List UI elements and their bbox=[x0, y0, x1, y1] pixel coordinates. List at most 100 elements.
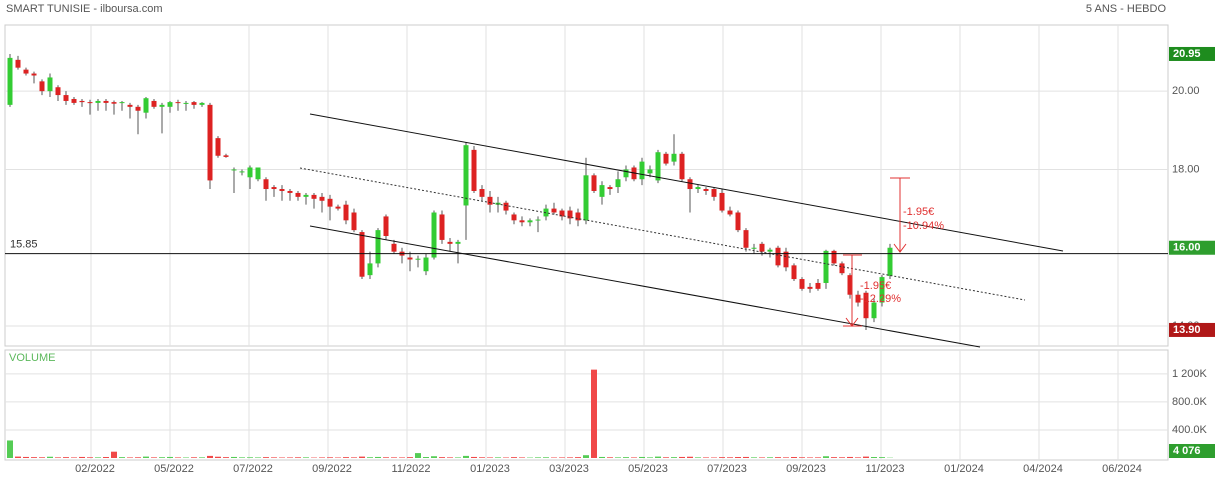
candle-body bbox=[215, 138, 221, 156]
price-panel bbox=[4, 24, 1169, 347]
volume-bar bbox=[207, 455, 213, 458]
candle-body bbox=[743, 230, 749, 248]
candle-body bbox=[319, 196, 325, 201]
candle-body bbox=[167, 102, 173, 107]
candle-body bbox=[143, 98, 149, 113]
candle-body bbox=[583, 175, 589, 221]
volume-bar bbox=[255, 457, 261, 458]
volume-label: 4 076 bbox=[1173, 445, 1201, 457]
candle-body bbox=[127, 104, 133, 107]
candle-body bbox=[47, 77, 53, 92]
candle-body bbox=[671, 153, 677, 162]
candle-body bbox=[343, 204, 349, 221]
candle-body bbox=[63, 95, 69, 101]
candle-body bbox=[407, 257, 413, 260]
candle-body bbox=[327, 198, 333, 207]
annotation: -10.94% bbox=[903, 220, 944, 232]
volume-bar bbox=[583, 455, 589, 458]
candle-body bbox=[423, 257, 429, 272]
volume-bar bbox=[519, 457, 525, 458]
volume-bar bbox=[263, 457, 269, 458]
candle-body bbox=[39, 81, 45, 92]
candle-body bbox=[415, 258, 421, 260]
volume-bar bbox=[47, 456, 53, 458]
volume-bar bbox=[479, 457, 485, 458]
volume-bar bbox=[575, 457, 581, 458]
candle-body bbox=[391, 243, 397, 252]
candle-body bbox=[95, 100, 101, 103]
volume-bar bbox=[271, 457, 277, 458]
volume-bar bbox=[375, 456, 381, 458]
volume-bar bbox=[447, 457, 453, 458]
candle-body bbox=[255, 167, 261, 180]
volume-bar bbox=[679, 456, 685, 458]
volume-bar bbox=[879, 457, 885, 458]
volume-bar bbox=[799, 457, 805, 458]
candle-body bbox=[591, 175, 597, 191]
volume-bar bbox=[607, 457, 613, 458]
volume-bar bbox=[727, 457, 733, 458]
candle-body bbox=[15, 59, 21, 68]
candle-body bbox=[55, 87, 61, 96]
volume-bar bbox=[231, 456, 237, 458]
volume-bar bbox=[839, 457, 845, 458]
y-tick-label: 20.00 bbox=[1172, 85, 1200, 97]
x-tick-label: 11/2023 bbox=[866, 463, 905, 475]
volume-bar bbox=[767, 457, 773, 458]
candle-body bbox=[663, 153, 669, 164]
candle-body bbox=[767, 249, 773, 252]
volume-bar bbox=[655, 456, 661, 458]
channel-mid bbox=[299, 167, 1026, 301]
candle-body bbox=[687, 179, 693, 190]
volume-bar bbox=[791, 457, 797, 458]
volume-bar bbox=[455, 457, 461, 458]
candle-body bbox=[263, 179, 269, 190]
price-label: 16.00 bbox=[1173, 242, 1201, 254]
candle-body bbox=[831, 250, 837, 264]
candle-body bbox=[519, 220, 525, 223]
volume-bar bbox=[567, 457, 573, 458]
volume-bar bbox=[623, 457, 629, 458]
volume-bar bbox=[431, 456, 437, 458]
candle-body bbox=[487, 196, 493, 205]
volume-bar bbox=[463, 455, 469, 458]
volume-bar bbox=[383, 457, 389, 458]
candle-body bbox=[575, 212, 581, 221]
volume-bar bbox=[559, 457, 565, 458]
x-tick-label: 01/2023 bbox=[470, 463, 510, 475]
candle-body bbox=[23, 69, 29, 74]
volume-bar bbox=[303, 457, 309, 458]
candle-body bbox=[759, 243, 765, 252]
x-tick-label: 02/2022 bbox=[75, 463, 115, 475]
candle-body bbox=[383, 216, 389, 236]
volume-bar bbox=[863, 456, 869, 458]
volume-bar bbox=[215, 456, 221, 458]
candle-body bbox=[879, 277, 885, 303]
candle-body bbox=[863, 292, 869, 319]
candle-body bbox=[775, 247, 781, 266]
volume-bar bbox=[343, 457, 349, 458]
candle-body bbox=[271, 187, 277, 190]
y-tick-label: 18.00 bbox=[1172, 163, 1200, 175]
volume-bar bbox=[71, 457, 77, 458]
volume-bar bbox=[119, 457, 125, 458]
volume-bar bbox=[599, 456, 605, 458]
candle-body bbox=[375, 230, 381, 264]
candle-body bbox=[887, 247, 893, 276]
candle-body bbox=[535, 219, 541, 221]
channel-top bbox=[309, 113, 1064, 252]
volume-bar bbox=[471, 456, 477, 458]
chart-subtitle: 5 ANS - HEBDO bbox=[1086, 3, 1167, 15]
measure-1 bbox=[890, 177, 910, 253]
volume-bar bbox=[199, 457, 205, 458]
chart-title: SMART TUNISIE - ilboursa.com bbox=[6, 3, 163, 15]
candle-body bbox=[175, 102, 181, 104]
volume-bar bbox=[615, 457, 621, 458]
candle-body bbox=[655, 152, 661, 181]
candle-body bbox=[79, 100, 85, 103]
candle-body bbox=[359, 232, 365, 277]
candle-body bbox=[599, 185, 605, 197]
candle-body bbox=[607, 187, 613, 190]
x-tick-label: 07/2023 bbox=[707, 463, 747, 475]
candle-body bbox=[855, 294, 861, 303]
